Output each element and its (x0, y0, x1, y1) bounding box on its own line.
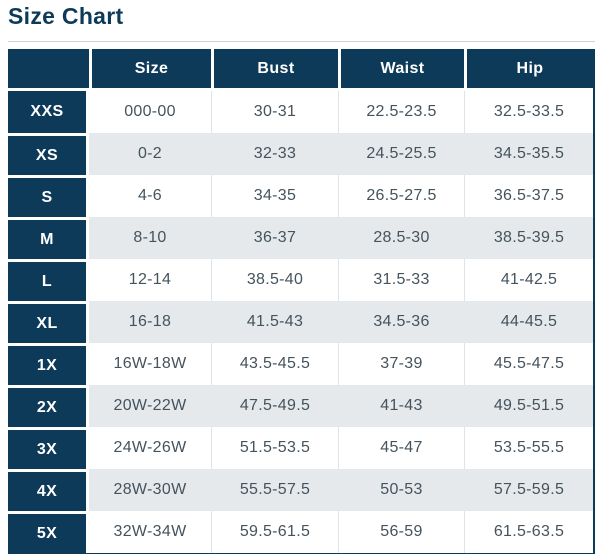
cell-size: 000-00 (89, 91, 211, 133)
row-header-5x: 5X (8, 511, 89, 553)
size-row-xl: XL 16-18 41.5-43 34.5-36 44-45.5 (8, 301, 593, 343)
cell-bust: 38.5-40 (211, 259, 338, 301)
size-row-m: M 8-10 36-37 28.5-30 38.5-39.5 (8, 217, 593, 259)
cell-hip: 61.5-63.5 (464, 511, 593, 553)
cell-size: 16W-18W (89, 343, 211, 385)
cell-hip: 44-45.5 (464, 301, 593, 343)
cell-bust: 43.5-45.5 (211, 343, 338, 385)
row-header-m: M (8, 217, 89, 259)
cell-hip: 32.5-33.5 (464, 91, 593, 133)
cell-waist: 50-53 (338, 469, 464, 511)
size-row-4x: 4X 28W-30W 55.5-57.5 50-53 57.5-59.5 (8, 469, 593, 511)
table-header: Size Bust Waist Hip (8, 49, 593, 91)
cell-size: 28W-30W (89, 469, 211, 511)
row-header-1x: 1X (8, 343, 89, 385)
cell-waist: 26.5-27.5 (338, 175, 464, 217)
cell-bust: 59.5-61.5 (211, 511, 338, 553)
page-title: Size Chart (8, 3, 124, 29)
row-header-xxs: XXS (8, 91, 89, 133)
corner-cell (8, 49, 89, 91)
header-row: Size Bust Waist Hip (8, 49, 593, 91)
cell-hip: 49.5-51.5 (464, 385, 593, 427)
cell-size: 4-6 (89, 175, 211, 217)
row-header-2x: 2X (8, 385, 89, 427)
row-header-4x: 4X (8, 469, 89, 511)
cell-waist: 45-47 (338, 427, 464, 469)
size-row-2x: 2X 20W-22W 47.5-49.5 41-43 49.5-51.5 (8, 385, 593, 427)
cell-size: 12-14 (89, 259, 211, 301)
cell-size: 0-2 (89, 133, 211, 175)
cell-waist: 56-59 (338, 511, 464, 553)
cell-bust: 41.5-43 (211, 301, 338, 343)
cell-hip: 53.5-55.5 (464, 427, 593, 469)
size-row-3x: 3X 24W-26W 51.5-53.5 45-47 53.5-55.5 (8, 427, 593, 469)
cell-waist: 28.5-30 (338, 217, 464, 259)
cell-hip: 36.5-37.5 (464, 175, 593, 217)
cell-bust: 34-35 (211, 175, 338, 217)
size-row-xs: XS 0-2 32-33 24.5-25.5 34.5-35.5 (8, 133, 593, 175)
cell-size: 8-10 (89, 217, 211, 259)
size-row-5x: 5X 32W-34W 59.5-61.5 56-59 61.5-63.5 (8, 511, 593, 553)
cell-hip: 45.5-47.5 (464, 343, 593, 385)
cell-bust: 55.5-57.5 (211, 469, 338, 511)
cell-bust: 32-33 (211, 133, 338, 175)
column-header-bust: Bust (211, 49, 338, 91)
cell-bust: 36-37 (211, 217, 338, 259)
cell-size: 32W-34W (89, 511, 211, 553)
cell-size: 16-18 (89, 301, 211, 343)
cell-waist: 24.5-25.5 (338, 133, 464, 175)
cell-size: 20W-22W (89, 385, 211, 427)
column-header-hip: Hip (464, 49, 593, 91)
row-header-l: L (8, 259, 89, 301)
cell-hip: 41-42.5 (464, 259, 593, 301)
row-header-3x: 3X (8, 427, 89, 469)
cell-bust: 47.5-49.5 (211, 385, 338, 427)
cell-waist: 31.5-33 (338, 259, 464, 301)
row-header-s: S (8, 175, 89, 217)
size-row-xxs: XXS 000-00 30-31 22.5-23.5 32.5-33.5 (8, 91, 593, 133)
size-row-l: L 12-14 38.5-40 31.5-33 41-42.5 (8, 259, 593, 301)
row-header-xl: XL (8, 301, 89, 343)
column-header-size: Size (89, 49, 211, 91)
size-row-1x: 1X 16W-18W 43.5-45.5 37-39 45.5-47.5 (8, 343, 593, 385)
cell-waist: 34.5-36 (338, 301, 464, 343)
size-chart-table: Size Bust Waist Hip XXS 000-00 30-31 22.5-2… (8, 49, 595, 554)
cell-waist: 37-39 (338, 343, 464, 385)
row-header-xs: XS (8, 133, 89, 175)
table-body: XXS 000-00 30-31 22.5-23.5 32.5-33.5 XS 0-2 32-… (8, 91, 593, 553)
column-header-waist: Waist (338, 49, 464, 91)
cell-size: 24W-26W (89, 427, 211, 469)
cell-waist: 41-43 (338, 385, 464, 427)
cell-hip: 57.5-59.5 (464, 469, 593, 511)
size-row-s: S 4-6 34-35 26.5-27.5 36.5-37.5 (8, 175, 593, 217)
cell-bust: 30-31 (211, 91, 338, 133)
cell-bust: 51.5-53.5 (211, 427, 338, 469)
table-top-border (8, 41, 595, 42)
cell-waist: 22.5-23.5 (338, 91, 464, 133)
cell-hip: 38.5-39.5 (464, 217, 593, 259)
cell-hip: 34.5-35.5 (464, 133, 593, 175)
